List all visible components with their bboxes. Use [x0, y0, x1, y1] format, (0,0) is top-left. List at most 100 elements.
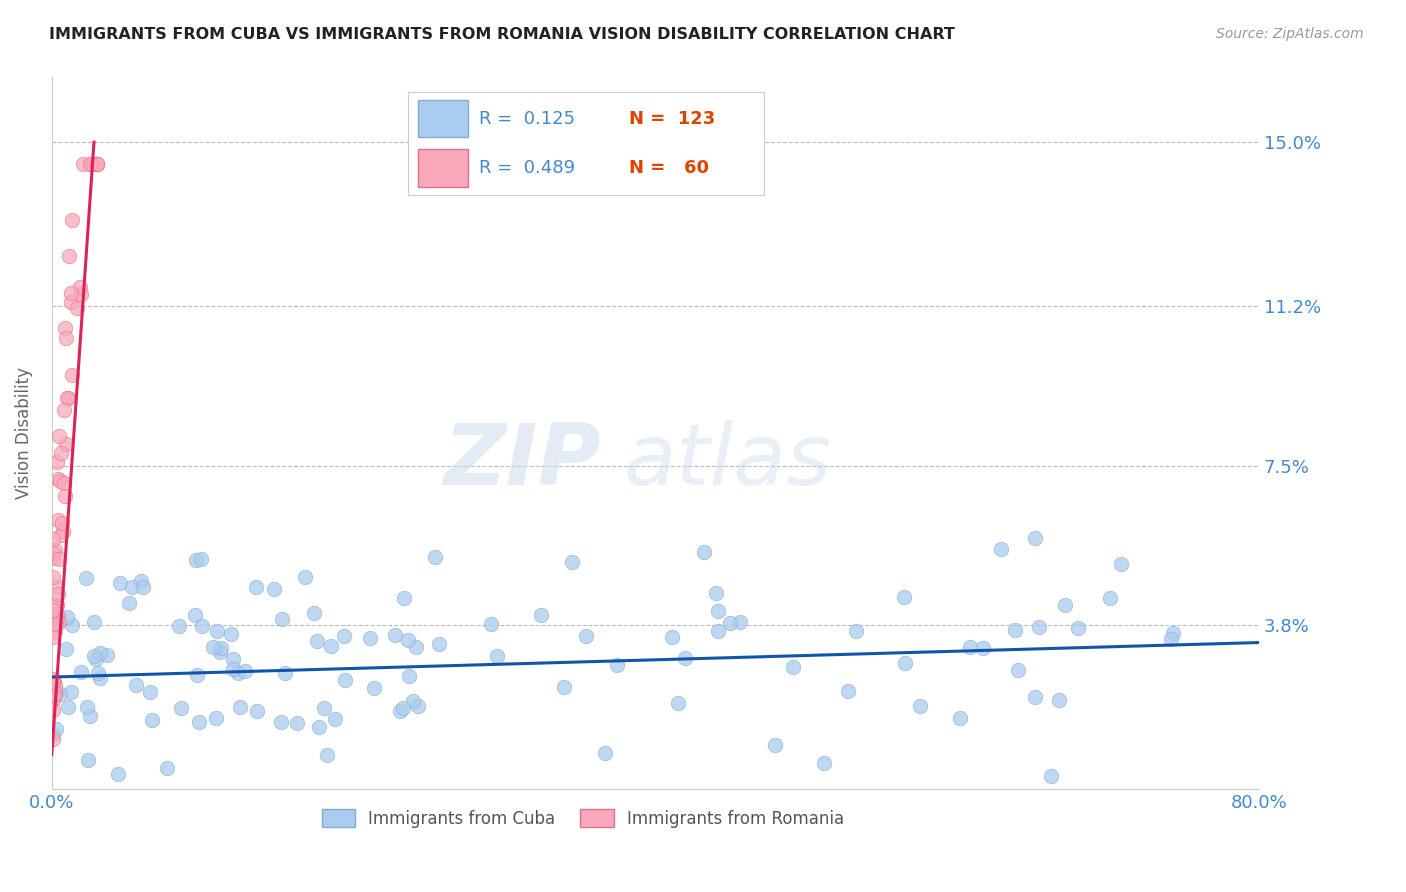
Point — [1047, 693, 1070, 707]
Point — [70, 286, 93, 301]
Point — [990, 542, 1012, 557]
Point — [79, 709, 101, 723]
Point — [228, 699, 250, 714]
Point — [41, 550, 63, 565]
Point — [42, 727, 65, 741]
Point — [45, 685, 67, 699]
Point — [55, 642, 77, 657]
Text: Source: ZipAtlas.com: Source: ZipAtlas.com — [1216, 27, 1364, 41]
Point — [42, 675, 65, 690]
Point — [80, 157, 103, 171]
Point — [294, 570, 316, 584]
Point — [1161, 626, 1184, 640]
Point — [486, 649, 509, 664]
Point — [233, 664, 256, 678]
Point — [52, 403, 75, 417]
Point — [316, 748, 339, 763]
Point — [333, 673, 356, 687]
Point — [41, 570, 63, 584]
Point — [402, 694, 425, 708]
Point — [75, 571, 97, 585]
Point — [271, 612, 294, 626]
Point — [45, 580, 67, 594]
Point — [704, 586, 727, 600]
Point — [219, 627, 242, 641]
Point — [46, 455, 69, 469]
Point — [41, 630, 63, 644]
Point — [333, 629, 356, 643]
Point — [41, 732, 63, 747]
Point — [186, 553, 208, 567]
Point — [45, 607, 67, 621]
Point — [49, 528, 72, 542]
Point — [60, 368, 83, 383]
Point — [44, 542, 66, 557]
Point — [319, 639, 342, 653]
Point — [48, 615, 70, 629]
Point — [666, 696, 689, 710]
Point — [202, 640, 225, 654]
Point — [89, 671, 111, 685]
Point — [46, 610, 69, 624]
Point — [270, 714, 292, 729]
Point — [56, 610, 79, 624]
Point — [80, 157, 103, 171]
Point — [96, 648, 118, 663]
Point — [69, 280, 91, 294]
Point — [44, 678, 66, 692]
Point — [263, 582, 285, 597]
Point — [893, 590, 915, 604]
Point — [41, 704, 63, 718]
Point — [44, 687, 66, 701]
Point — [1099, 591, 1122, 606]
Point — [209, 640, 232, 655]
Point — [392, 591, 415, 606]
Point — [69, 665, 91, 679]
Point — [1028, 620, 1050, 634]
Point — [530, 608, 553, 623]
Point — [79, 157, 101, 171]
Point — [41, 546, 63, 560]
Point — [52, 524, 75, 539]
Point — [62, 212, 84, 227]
Point — [58, 249, 80, 263]
Point — [837, 684, 859, 698]
Point — [42, 674, 65, 689]
Point — [107, 766, 129, 780]
Point — [575, 629, 598, 643]
Point — [139, 684, 162, 698]
Point — [87, 665, 110, 680]
Point — [59, 294, 82, 309]
Point — [53, 490, 76, 504]
Point — [132, 580, 155, 594]
Point — [60, 618, 83, 632]
Point — [44, 624, 66, 638]
Point — [363, 681, 385, 695]
Point — [66, 301, 89, 315]
Point — [72, 157, 94, 171]
Point — [398, 669, 420, 683]
Point — [45, 616, 67, 631]
Point — [44, 599, 66, 613]
Point — [222, 662, 245, 676]
Point — [118, 596, 141, 610]
Point — [222, 652, 245, 666]
Point — [55, 321, 77, 335]
Point — [121, 580, 143, 594]
Point — [46, 472, 69, 486]
Point — [48, 551, 70, 566]
Point — [359, 631, 381, 645]
Point — [186, 667, 208, 681]
Point — [673, 651, 696, 665]
Text: atlas: atlas — [624, 420, 832, 503]
Point — [1111, 557, 1133, 571]
Point — [1039, 769, 1062, 783]
Point — [308, 719, 330, 733]
Point — [405, 640, 427, 655]
Y-axis label: Vision Disability: Vision Disability — [15, 368, 32, 500]
Point — [89, 646, 111, 660]
Point — [56, 699, 79, 714]
Point — [718, 615, 741, 630]
Point — [245, 580, 267, 594]
Point — [41, 689, 63, 703]
